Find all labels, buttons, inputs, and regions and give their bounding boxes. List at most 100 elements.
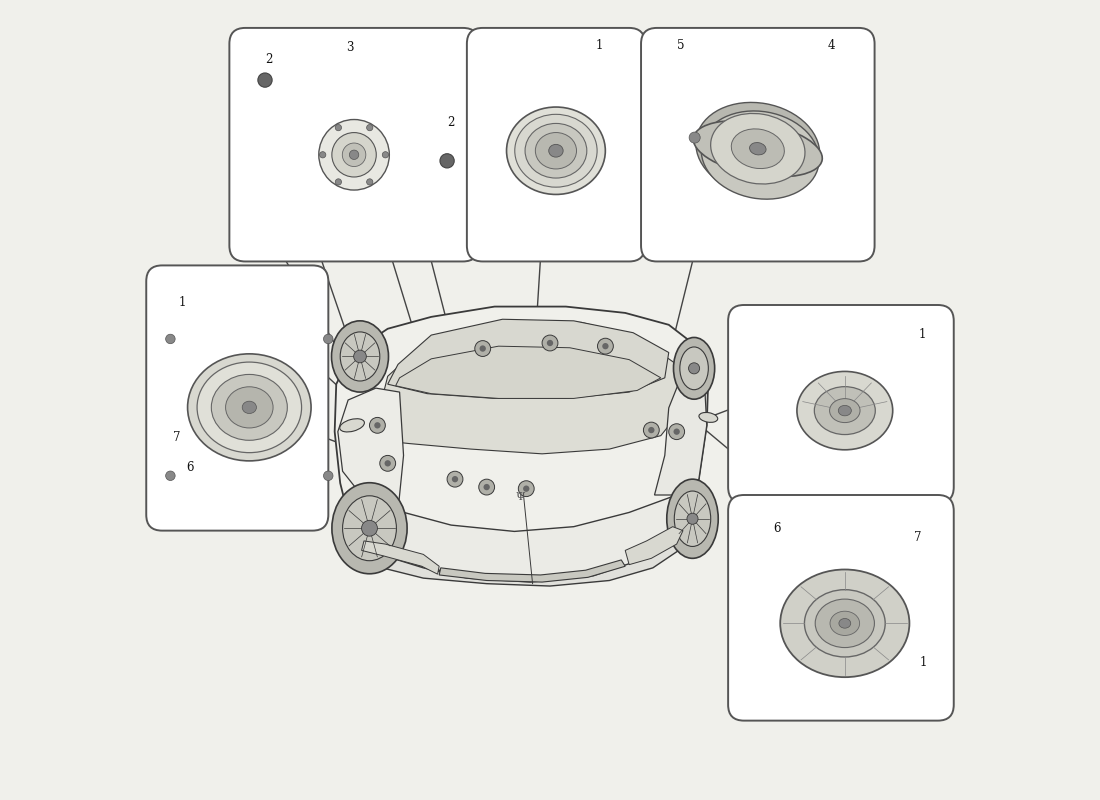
- Circle shape: [673, 429, 680, 435]
- Polygon shape: [362, 541, 439, 574]
- Circle shape: [542, 335, 558, 351]
- Circle shape: [383, 152, 388, 158]
- Circle shape: [323, 471, 333, 481]
- Circle shape: [644, 422, 659, 438]
- Polygon shape: [359, 495, 681, 584]
- Text: 7: 7: [173, 430, 180, 443]
- Circle shape: [336, 178, 341, 185]
- Text: 2: 2: [265, 53, 273, 66]
- FancyBboxPatch shape: [146, 266, 328, 530]
- Ellipse shape: [701, 111, 820, 199]
- Circle shape: [323, 334, 333, 344]
- Ellipse shape: [829, 398, 860, 422]
- Circle shape: [166, 334, 175, 344]
- Circle shape: [524, 486, 529, 492]
- Circle shape: [447, 471, 463, 487]
- Circle shape: [480, 346, 486, 352]
- Circle shape: [689, 362, 700, 374]
- Circle shape: [350, 150, 359, 159]
- Ellipse shape: [711, 114, 805, 184]
- Circle shape: [332, 133, 376, 177]
- FancyBboxPatch shape: [466, 28, 645, 262]
- Circle shape: [166, 471, 175, 481]
- Circle shape: [379, 455, 396, 471]
- Text: 7: 7: [914, 531, 922, 544]
- Ellipse shape: [838, 406, 851, 416]
- Circle shape: [362, 520, 377, 536]
- Circle shape: [366, 125, 373, 130]
- Polygon shape: [439, 560, 625, 582]
- Ellipse shape: [211, 374, 287, 440]
- Ellipse shape: [515, 114, 597, 187]
- Polygon shape: [396, 346, 661, 398]
- Ellipse shape: [839, 618, 850, 628]
- FancyBboxPatch shape: [728, 495, 954, 721]
- Ellipse shape: [332, 482, 407, 574]
- Circle shape: [648, 427, 654, 434]
- Ellipse shape: [680, 347, 708, 390]
- Ellipse shape: [830, 611, 859, 635]
- Circle shape: [336, 125, 341, 130]
- Ellipse shape: [693, 121, 823, 177]
- Ellipse shape: [696, 102, 820, 195]
- Circle shape: [385, 460, 390, 466]
- Circle shape: [597, 338, 614, 354]
- Circle shape: [669, 424, 684, 439]
- FancyBboxPatch shape: [728, 305, 954, 503]
- Circle shape: [452, 476, 459, 482]
- Circle shape: [320, 152, 326, 158]
- Text: 1: 1: [920, 656, 927, 669]
- Ellipse shape: [331, 321, 388, 392]
- Text: 3: 3: [346, 41, 354, 54]
- Polygon shape: [338, 388, 404, 511]
- Circle shape: [518, 481, 535, 497]
- Circle shape: [257, 73, 272, 87]
- Text: 2: 2: [448, 116, 454, 129]
- Circle shape: [689, 132, 701, 143]
- Ellipse shape: [188, 354, 311, 461]
- FancyBboxPatch shape: [230, 28, 478, 262]
- Polygon shape: [625, 526, 683, 565]
- Text: Ψ: Ψ: [515, 491, 525, 502]
- Circle shape: [475, 341, 491, 357]
- Circle shape: [354, 350, 366, 362]
- Ellipse shape: [340, 332, 379, 381]
- Circle shape: [342, 143, 366, 166]
- Ellipse shape: [667, 479, 718, 558]
- Circle shape: [478, 479, 495, 495]
- Text: 4: 4: [827, 38, 835, 52]
- Ellipse shape: [506, 107, 605, 194]
- Ellipse shape: [673, 338, 715, 399]
- Circle shape: [366, 178, 373, 185]
- Ellipse shape: [549, 144, 563, 157]
- Circle shape: [440, 154, 454, 168]
- Circle shape: [374, 422, 381, 429]
- Polygon shape: [654, 368, 706, 495]
- Text: 1: 1: [178, 296, 186, 309]
- Circle shape: [688, 514, 698, 524]
- Ellipse shape: [815, 599, 875, 647]
- Text: 1: 1: [596, 38, 603, 52]
- Ellipse shape: [780, 570, 910, 677]
- Circle shape: [484, 484, 490, 490]
- Text: 1: 1: [918, 328, 926, 341]
- Ellipse shape: [732, 129, 784, 169]
- Ellipse shape: [226, 386, 273, 428]
- Text: 6: 6: [773, 522, 781, 534]
- Ellipse shape: [796, 371, 893, 450]
- Ellipse shape: [242, 401, 256, 414]
- Ellipse shape: [536, 133, 576, 169]
- Circle shape: [603, 343, 608, 350]
- FancyBboxPatch shape: [641, 28, 874, 262]
- Circle shape: [370, 418, 385, 434]
- Polygon shape: [359, 526, 684, 586]
- Ellipse shape: [698, 413, 717, 422]
- Polygon shape: [387, 319, 669, 398]
- Polygon shape: [334, 306, 708, 584]
- Ellipse shape: [340, 418, 364, 432]
- Circle shape: [547, 340, 553, 346]
- Ellipse shape: [197, 362, 301, 453]
- Polygon shape: [372, 321, 683, 454]
- Ellipse shape: [674, 491, 711, 546]
- Text: 6: 6: [186, 461, 194, 474]
